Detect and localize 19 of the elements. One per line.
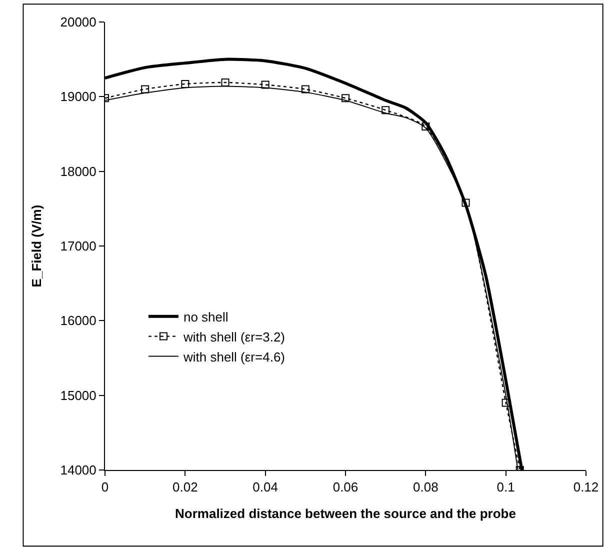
x-tick-label: 0.04 — [252, 480, 278, 495]
x-tick-label: 0 — [101, 480, 109, 495]
y-tick-label: 20000 — [60, 14, 96, 30]
y-axis-title: E_Field (V/m) — [29, 204, 44, 288]
x-tick-label: 0.1 — [496, 480, 515, 495]
y-tick-label: 16000 — [60, 313, 96, 328]
legend-label: with shell (εr=4.6) — [182, 349, 286, 364]
y-tick-label: 19000 — [60, 89, 96, 104]
x-tick-label: 0.12 — [573, 480, 599, 495]
legend-label: no shell — [183, 309, 228, 324]
x-tick-label: 0.06 — [332, 480, 358, 495]
y-tick-label: 14000 — [60, 462, 96, 478]
y-tick-label: 17000 — [60, 238, 96, 254]
x-tick-label: 0.08 — [413, 480, 438, 495]
x-axis-title: Normalized distance between the source and the probe — [175, 506, 516, 522]
legend-label: with shell (εr=3.2) — [182, 329, 286, 344]
y-tick-label: 18000 — [60, 164, 96, 179]
y-tick-label: 15000 — [60, 388, 96, 403]
x-tick-label: 0.02 — [172, 480, 198, 495]
